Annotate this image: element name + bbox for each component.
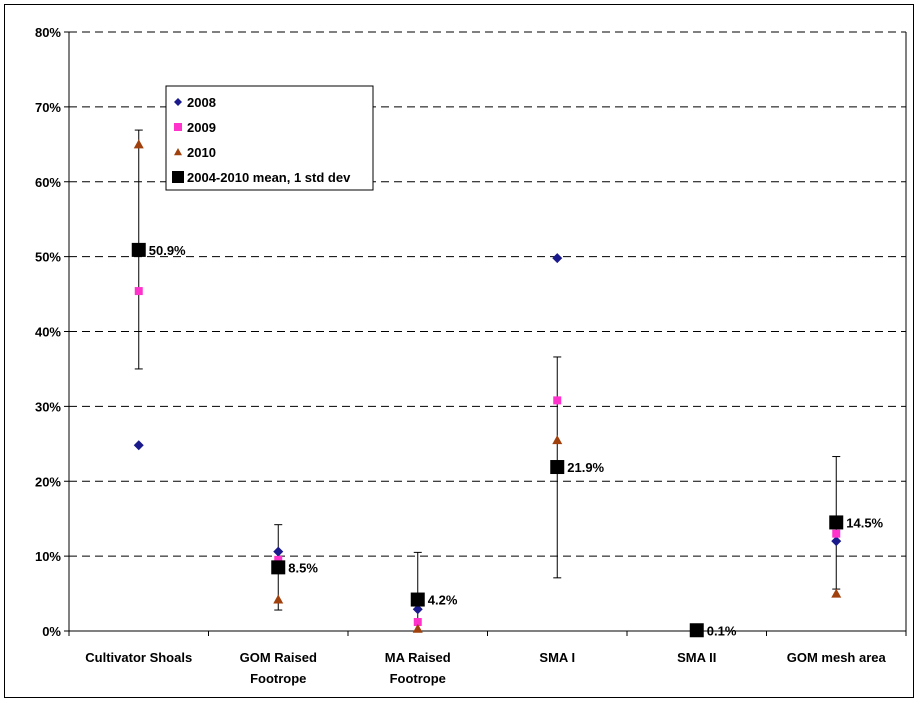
legend-marker-1	[174, 98, 182, 106]
legend-label: 2008	[187, 95, 216, 110]
y-tick-label: 20%	[35, 474, 61, 489]
y-tick-label: 30%	[35, 399, 61, 414]
point-2010	[273, 594, 284, 604]
point-2009	[832, 529, 841, 538]
point-2008	[552, 253, 563, 264]
point-2009	[134, 287, 143, 296]
point-2009	[274, 555, 283, 564]
x-category-label: MA Raised	[385, 650, 451, 665]
legend: 2008 2009 2010 2004-2010 mean, 1 std dev	[165, 85, 374, 191]
point-2010	[133, 139, 144, 149]
x-category-label: Footrope	[390, 671, 446, 686]
chart-svg: 0% 10% 20% 30% 40% 50% 60% 70% 80% Cultivator Sho…	[35, 25, 907, 686]
legend-marker-2	[174, 123, 182, 131]
y-tick-label: 60%	[35, 175, 61, 190]
legend-marker-3	[174, 148, 182, 156]
legend-label: 2010	[187, 145, 216, 160]
point-2008	[273, 546, 284, 557]
y-tick-label: 40%	[35, 325, 61, 340]
point-2008	[133, 440, 144, 451]
mean-data-label: 8.5%	[288, 560, 318, 575]
mean-data-label: 0.1%	[707, 623, 737, 638]
legend-label: 2009	[187, 120, 216, 135]
point-2009	[413, 618, 422, 627]
mean-data-label: 14.5%	[846, 515, 883, 530]
y-tick-label: 10%	[35, 549, 61, 564]
point-2008	[412, 604, 423, 615]
chart-frame: 0% 10% 20% 30% 40% 50% 60% 70% 80% Cultivator Sho…	[4, 4, 914, 698]
x-category-label: Footrope	[250, 671, 306, 686]
mean-point	[271, 560, 286, 575]
y-tick-label: 80%	[35, 25, 61, 40]
point-2009	[553, 396, 562, 405]
x-category-label: GOM mesh area	[787, 650, 887, 665]
mean-data-label: 4.2%	[428, 593, 458, 608]
mean-point	[410, 592, 425, 607]
point-2010	[412, 623, 423, 633]
point-2010	[552, 435, 563, 445]
x-category-label: Cultivator Shoals	[85, 650, 192, 665]
legend-marker-4	[172, 171, 184, 183]
mean-point	[131, 242, 146, 257]
legend-label: 2004-2010 mean, 1 std dev	[187, 170, 351, 185]
y-tick-label: 70%	[35, 100, 61, 115]
x-category-label: SMA I	[539, 650, 575, 665]
point-2008	[831, 536, 842, 547]
mean-point	[689, 623, 704, 638]
mean-data-label: 50.9%	[149, 243, 186, 258]
mean-data-label: 21.9%	[567, 460, 604, 475]
y-tick-label: 50%	[35, 250, 61, 265]
mean-point	[829, 515, 844, 530]
y-tick-label: 0%	[42, 624, 61, 639]
legend-box	[165, 85, 374, 191]
mean-point	[550, 460, 565, 475]
point-2010	[831, 588, 842, 598]
x-category-label: SMA II	[677, 650, 716, 665]
x-category-label: GOM Raised	[240, 650, 317, 665]
